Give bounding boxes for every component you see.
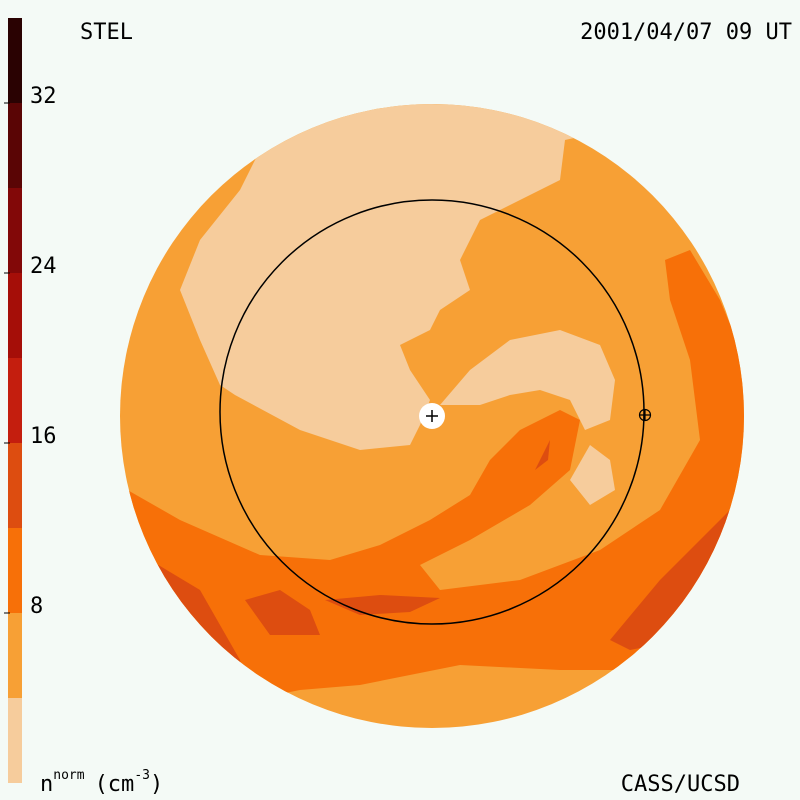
label-close: ) [150, 772, 163, 797]
colorbar-label: nnorm (cm-3) [40, 768, 163, 798]
credit: CASS/UCSD [621, 772, 740, 797]
density-map [120, 104, 744, 728]
colorbar-tick-label: 24 [30, 254, 57, 279]
colorbar-band [8, 613, 22, 698]
region-0-4 [440, 330, 615, 430]
region-12-16 [535, 440, 550, 470]
colorbar-tick-label: 16 [30, 424, 57, 449]
label-base: n [40, 772, 53, 797]
region-12-16 [325, 595, 440, 615]
label-sup: norm [53, 768, 84, 783]
title: STEL [80, 20, 133, 45]
region-12-16 [245, 590, 320, 635]
timestamp: 2001/04/07 09 UT [580, 20, 792, 45]
colorbar-band [8, 528, 22, 613]
region-0-4 [180, 104, 700, 450]
colorbar-tick-label: 32 [30, 84, 57, 109]
colorbar-band [8, 698, 22, 783]
colorbar-tick-label: 8 [30, 594, 43, 619]
earth-marker [639, 409, 651, 421]
region-12-16 [610, 500, 740, 650]
colorbar-band [8, 188, 22, 273]
sun-marker [426, 410, 438, 422]
colorbar-band [8, 273, 22, 358]
region-0-4 [570, 445, 615, 505]
label-unit: (cm [95, 772, 135, 797]
colorbar-band [8, 103, 22, 188]
earth-orbit [219, 199, 645, 625]
colorbar-band [8, 18, 22, 103]
label-unit-sup: -3 [134, 768, 150, 783]
colorbar-band [8, 358, 22, 443]
colorbar-band [8, 443, 22, 528]
region-8-12 [120, 250, 744, 700]
